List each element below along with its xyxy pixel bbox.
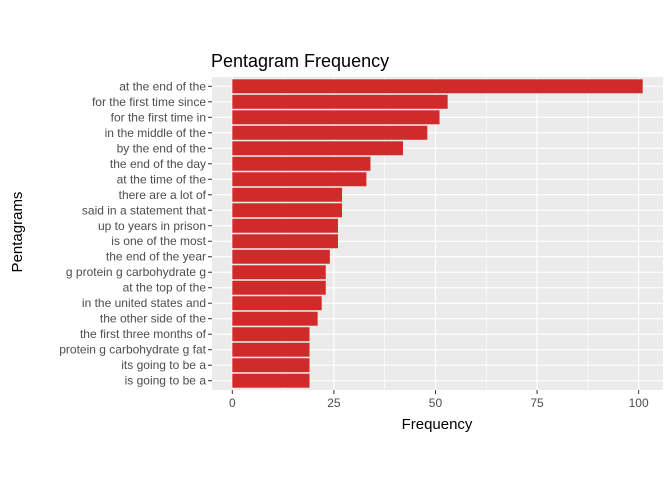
bar (232, 156, 371, 171)
bar (232, 373, 310, 388)
bar (232, 79, 643, 94)
y-tick-label: in the middle of the (105, 126, 207, 140)
x-tick-label: 25 (327, 396, 341, 410)
bar (232, 342, 310, 357)
bar (232, 218, 338, 233)
y-tick-label: in the united states and (82, 296, 206, 310)
x-tick-label: 100 (629, 396, 649, 410)
bar (232, 327, 310, 342)
bar (232, 203, 343, 218)
bar (232, 94, 448, 109)
y-tick-label: its going to be a (121, 358, 206, 372)
y-axis-title: Pentagrams (9, 192, 26, 273)
y-tick-label: the other side of the (100, 312, 206, 326)
x-tick-label: 0 (229, 396, 236, 410)
y-tick-label: said in a statement that (82, 203, 207, 217)
y-tick-label: the end of the year (106, 250, 206, 264)
y-tick-label: at the end of the (119, 79, 206, 93)
x-tick-label: 75 (530, 396, 544, 410)
x-axis: 0 25 50 75 100 (229, 390, 649, 410)
bar (232, 125, 428, 140)
bar (232, 280, 326, 295)
bar (232, 110, 440, 125)
bars (232, 79, 643, 388)
bar (232, 172, 367, 187)
y-tick-label: for the first time since (92, 95, 206, 109)
y-tick-label: by the end of the (117, 141, 207, 155)
y-tick-label: g protein g carbohydrate g (66, 265, 206, 279)
bar (232, 265, 326, 280)
y-tick-label: there are a lot of (119, 188, 207, 202)
y-tick-label: for the first time in (111, 110, 206, 124)
bar (232, 249, 330, 264)
x-axis-title: Frequency (402, 416, 473, 433)
bar (232, 358, 310, 373)
y-tick-label: up to years in prison (98, 219, 206, 233)
bar (232, 296, 322, 311)
bar (232, 311, 318, 326)
bar (232, 187, 343, 202)
y-tick-label: is one of the most (111, 234, 206, 248)
y-tick-label: protein g carbohydrate g fat (59, 343, 206, 357)
y-tick-label: at the top of the (123, 281, 207, 295)
y-tick-label: the first three months of (80, 327, 207, 341)
chart-title: Pentagram Frequency (211, 51, 389, 71)
bar (232, 234, 338, 249)
y-axis: at the end of the for the first time sinc… (59, 79, 212, 388)
y-tick-label: the end of the day (110, 157, 206, 171)
y-tick-label: is going to be a (125, 374, 207, 388)
x-tick-label: 50 (429, 396, 443, 410)
y-tick-label: at the time of the (117, 172, 207, 186)
bar (232, 141, 403, 156)
